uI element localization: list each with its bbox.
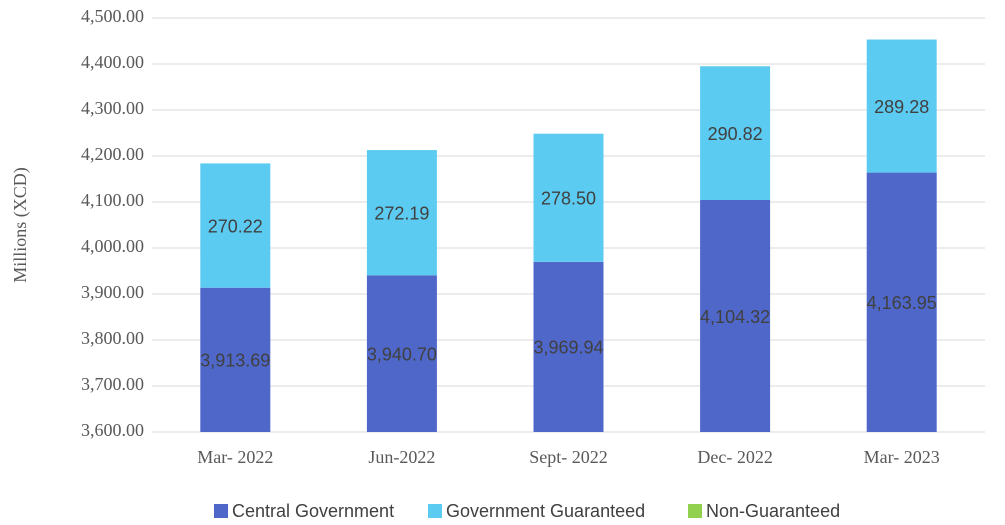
legend-swatch	[214, 504, 228, 518]
legend-label: Government Guaranteed	[446, 501, 645, 521]
y-tick-label: 3,900.00	[81, 282, 144, 302]
x-tick-label: Mar- 2022	[197, 447, 273, 467]
x-tick-label: Dec- 2022	[697, 447, 772, 467]
data-label: 278.50	[541, 189, 596, 209]
bar-segment	[700, 200, 771, 432]
bar-segment	[200, 163, 271, 288]
data-label: 270.22	[208, 216, 263, 236]
bar-segment	[200, 287, 271, 432]
y-tick-label: 3,600.00	[81, 420, 144, 440]
y-tick-label: 4,300.00	[81, 98, 144, 118]
bar-segment	[533, 261, 604, 432]
bar-segment	[366, 150, 437, 276]
data-label: 4,104.32	[700, 307, 770, 327]
bar-segment	[700, 66, 771, 201]
y-axis-label: Millions (XCD)	[10, 167, 31, 283]
data-label: 3,913.69	[200, 351, 270, 371]
data-label: 3,969.94	[533, 338, 603, 358]
y-tick-label: 4,400.00	[81, 52, 144, 72]
x-tick-label: Sept- 2022	[529, 447, 608, 467]
y-tick-label: 3,700.00	[81, 374, 144, 394]
data-label: 289.28	[874, 97, 929, 117]
data-label: 3,940.70	[367, 344, 437, 364]
legend-label: Non-Guaranteed	[706, 501, 840, 521]
y-tick-label: 4,100.00	[81, 190, 144, 210]
y-tick-label: 4,500.00	[81, 6, 144, 26]
data-label: 290.82	[708, 124, 763, 144]
bar-segment	[866, 172, 937, 432]
y-tick-label: 3,800.00	[81, 328, 144, 348]
x-tick-label: Jun-2022	[368, 447, 435, 467]
data-label: 4,163.95	[867, 293, 937, 313]
bar-segment	[366, 275, 437, 432]
legend-swatch	[688, 504, 702, 518]
legend-swatch	[428, 504, 442, 518]
data-label: 272.19	[374, 203, 429, 223]
legend-label: Central Government	[232, 501, 394, 521]
bar-segment	[533, 133, 604, 262]
y-tick-label: 4,000.00	[81, 236, 144, 256]
bar-segment	[866, 39, 937, 173]
y-tick-label: 4,200.00	[81, 144, 144, 164]
x-tick-label: Mar- 2023	[864, 447, 940, 467]
